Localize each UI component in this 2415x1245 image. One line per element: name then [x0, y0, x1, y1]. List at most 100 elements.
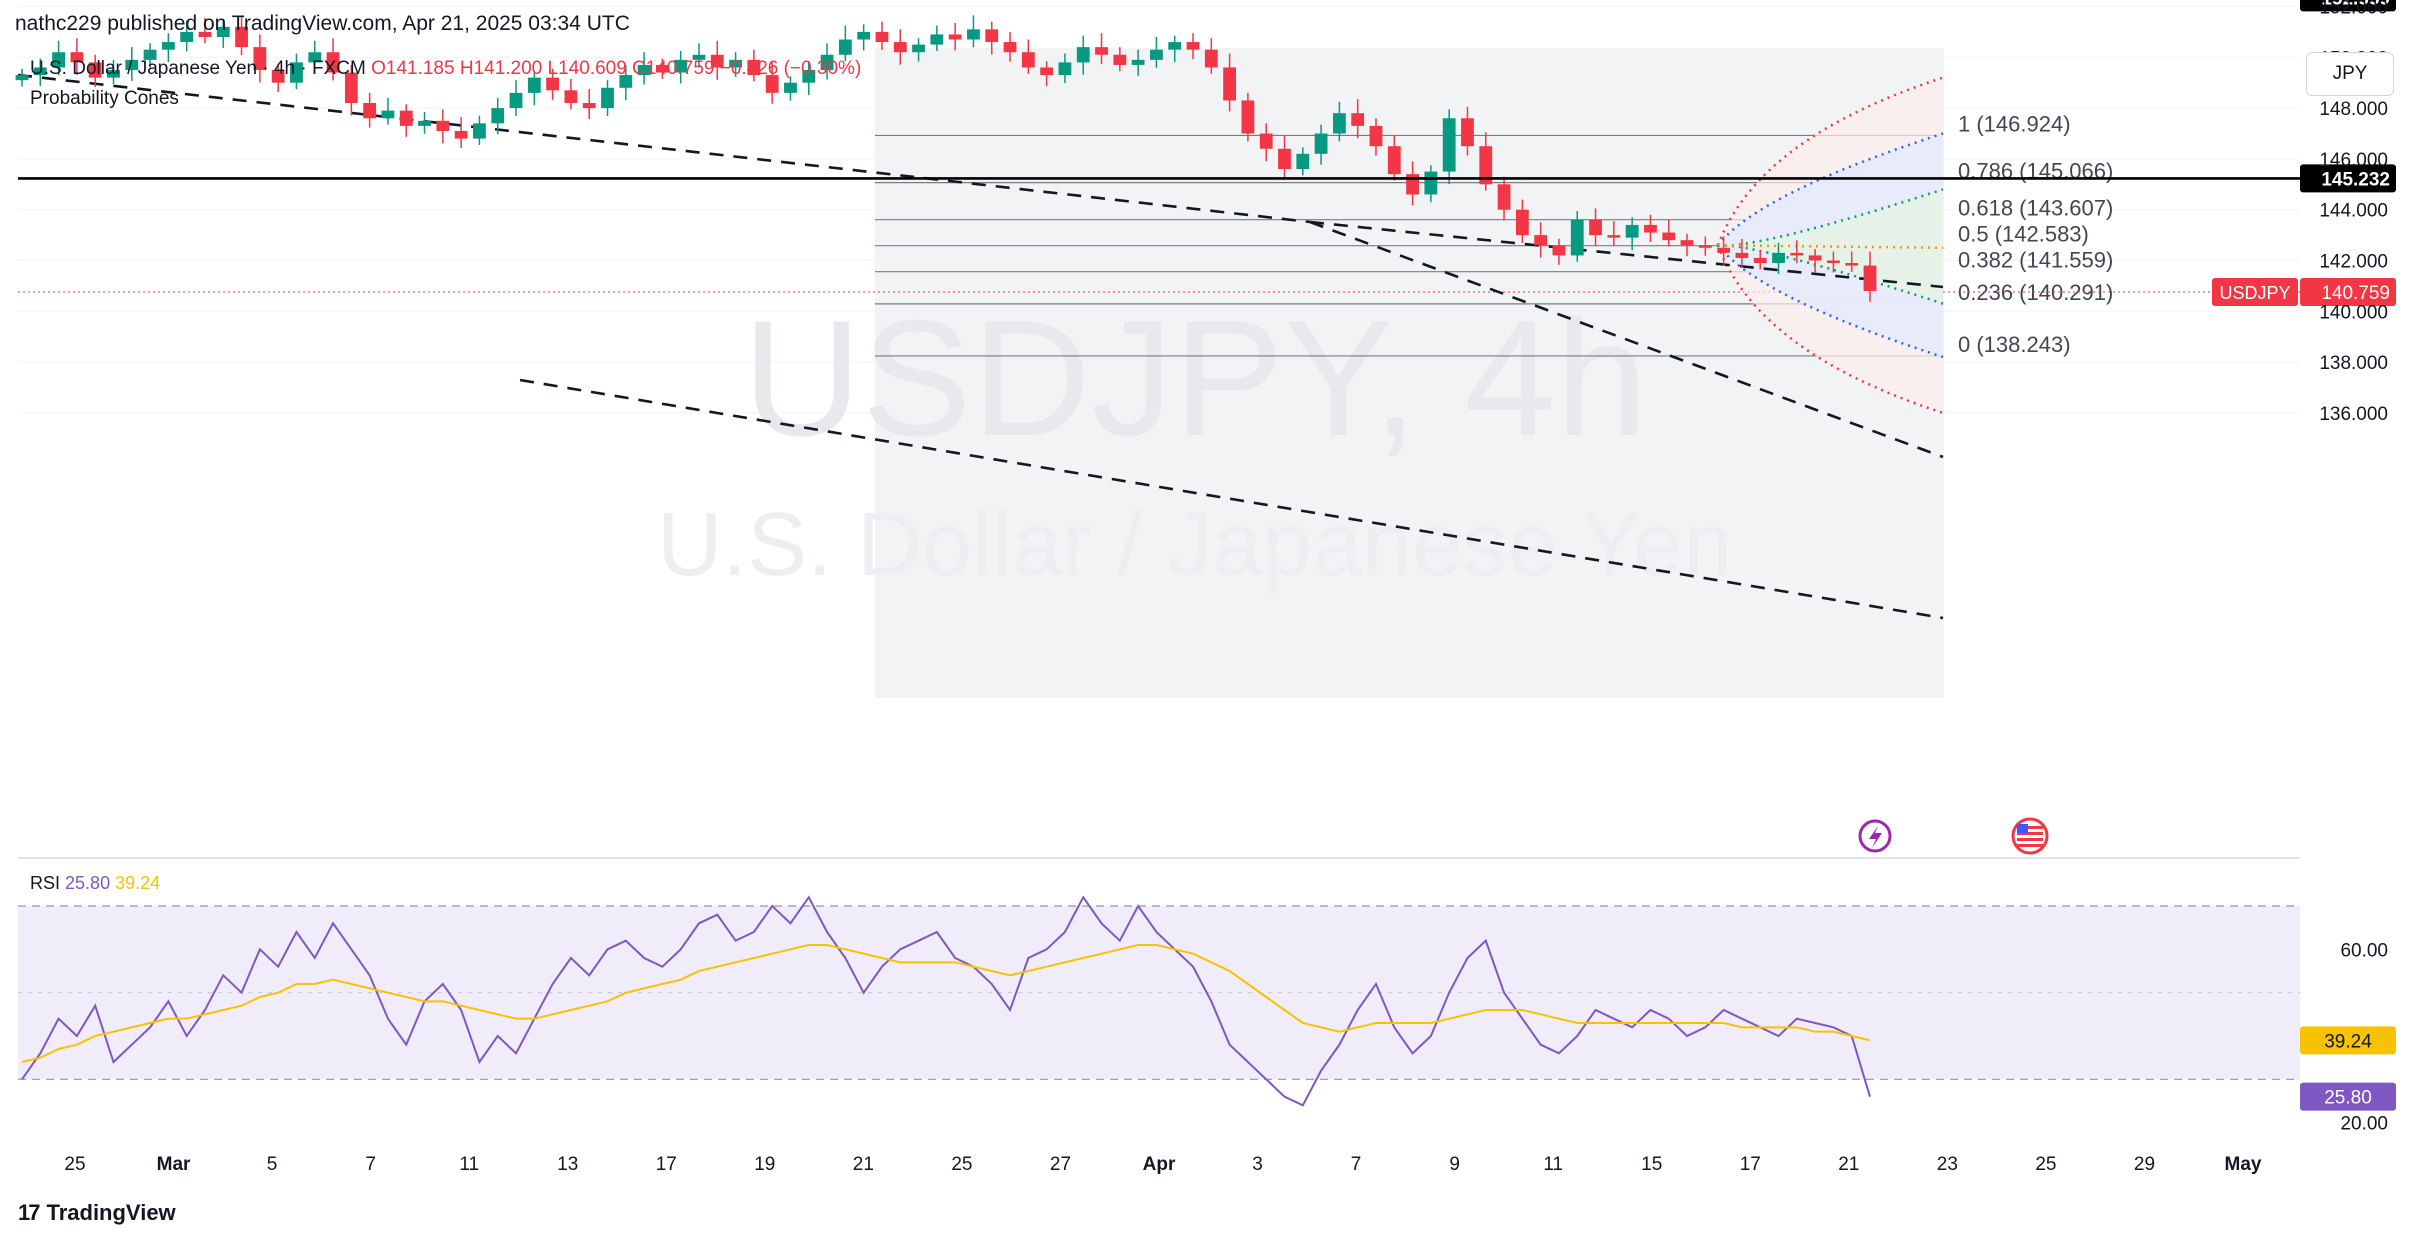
rsi-label-text: RSI	[30, 873, 61, 893]
candle-body	[930, 34, 944, 45]
rsi-line	[21, 895, 1871, 1107]
candle-body	[985, 29, 999, 43]
cone-3sd-upper	[1716, 76, 1944, 246]
candle-body	[1369, 125, 1383, 147]
last-price-tag	[2300, 278, 2396, 307]
time-tick-label: 7	[365, 1154, 376, 1175]
candle-body	[875, 31, 889, 43]
brand-name: TradingView	[46, 1200, 176, 1225]
price-tick-label: 140.000	[2319, 302, 2388, 323]
time-tick-label: 9	[1449, 1154, 1460, 1175]
cone-mean	[1717, 244, 1944, 250]
candle-body	[1058, 62, 1072, 76]
time-tick-label: Mar	[157, 1154, 191, 1175]
time-tick-label: 17	[1740, 1154, 1761, 1175]
candle-body	[1021, 52, 1035, 68]
candle-body	[838, 39, 852, 55]
rsi-value-tag-text: 25.80	[2324, 1088, 2372, 1109]
candle-body	[1552, 245, 1566, 256]
candle-body	[1332, 113, 1346, 134]
candle-body	[893, 42, 907, 53]
price-tick-label: 138.000	[2319, 353, 2388, 374]
event-markers[interactable]	[1858, 817, 2049, 855]
candle-body	[1497, 184, 1511, 210]
currency-button[interactable]: JPY	[2306, 52, 2394, 96]
us-flag-icon	[2011, 817, 2049, 855]
candle-body	[967, 29, 980, 40]
candle-body	[1644, 224, 1657, 233]
time-tick-label: 13	[557, 1154, 578, 1175]
fib-background	[875, 48, 1943, 698]
candle-body	[1003, 42, 1017, 53]
candle-body	[1314, 133, 1328, 154]
watermark-symbol: USDJPY, 4h	[743, 286, 1648, 470]
fib-level-label: 0 (138.243)	[1958, 332, 2071, 357]
time-tick-label: 15	[1641, 1154, 1662, 1175]
candle-body	[784, 82, 797, 93]
fib-retracement[interactable]: 1.618 (152.288)1 (146.924)0.786 (145.066…	[18, 0, 2300, 357]
candle-body	[948, 34, 962, 40]
candle-body	[1150, 49, 1163, 60]
trendlines[interactable]	[17, 73, 1944, 620]
price-chart[interactable]: USDJPY, 4h U.S. Dollar / Japanese Yen 1.…	[0, 0, 2415, 1190]
candle-body	[1662, 232, 1676, 241]
flag-stripe	[2017, 832, 2043, 835]
candle-body	[1607, 235, 1621, 238]
candle-body	[912, 44, 925, 53]
candle-body	[1772, 252, 1785, 264]
cone-1sd-upper	[1717, 188, 1944, 247]
fib-edge	[1943, 48, 1944, 698]
fib-level-label: 1 (146.924)	[1958, 111, 2071, 136]
trendline	[1309, 220, 1944, 289]
time-tick-label: 27	[1050, 1154, 1071, 1175]
rsi-value-tag	[2300, 1082, 2396, 1111]
candle-body	[1827, 260, 1840, 264]
candle-body	[1461, 118, 1474, 147]
rsi-legend[interactable]: RSI 25.80 39.24	[30, 873, 160, 894]
cone-1sd-lower	[1717, 244, 1944, 305]
horizontal-levels[interactable]: 152.359 145.232 USDJPY 140.759	[18, 0, 2396, 307]
candle-body	[1753, 257, 1767, 264]
rsi-band	[18, 906, 2300, 1080]
flag-stripe	[2017, 844, 2043, 847]
indicator-label[interactable]: Probability Cones	[30, 88, 179, 109]
cone-2sd-upper	[1717, 132, 1944, 247]
candle-body	[1113, 54, 1127, 65]
candle-body	[509, 92, 523, 109]
time-tick-label: Apr	[1143, 1154, 1176, 1175]
symbol-title[interactable]: U.S. Dollar / Japanese Yen · 4h · FXCM	[30, 58, 366, 79]
candle-body	[1845, 263, 1859, 266]
price-tick-label: 148.000	[2319, 99, 2388, 120]
tradingview-brand[interactable]: 17 TradingView	[18, 1200, 176, 1226]
candle-body	[491, 108, 505, 124]
rsi-ma-tag	[2300, 1026, 2396, 1055]
time-tick-label: 23	[1937, 1154, 1958, 1175]
candle-body	[601, 87, 614, 109]
ohlc-values: O141.185 H141.200 L140.609 C140.759 −0.4…	[371, 58, 862, 79]
candle-body	[1406, 174, 1419, 195]
candle-body	[1589, 219, 1602, 236]
time-axis[interactable]: 25 Mar 5 7 11 13 17 19 21 25 27 Apr 3 7 9 11 15 17 21 23 25 2…	[64, 1154, 2261, 1175]
symbol-legend[interactable]: U.S. Dollar / Japanese Yen · 4h · FXCM O…	[30, 58, 861, 80]
candle-body	[1790, 252, 1804, 256]
price-tick-label: 142.000	[2319, 252, 2388, 273]
candle-body	[582, 103, 596, 109]
candle-body	[1735, 252, 1749, 258]
candle-body	[1625, 224, 1639, 238]
candle-body	[161, 42, 175, 50]
price-tick-label: 136.000	[2319, 404, 2388, 425]
horizontal-level-tag	[2300, 164, 2396, 193]
time-tick-label: 29	[2134, 1154, 2155, 1175]
symbol-tag	[2212, 278, 2298, 307]
trendline	[519, 378, 1944, 620]
rsi-ma-value: 39.24	[115, 873, 161, 893]
flag-canton	[2017, 824, 2028, 833]
time-tick-label: 5	[267, 1154, 278, 1175]
flag-stripe	[2017, 838, 2043, 841]
time-tick-label: 3	[1252, 1154, 1263, 1175]
time-tick-label: 11	[1543, 1154, 1563, 1175]
fib-level-label: 0.618 (143.607)	[1958, 196, 2113, 221]
trendline	[17, 73, 1311, 224]
rsi-ma-line	[21, 944, 1871, 1063]
